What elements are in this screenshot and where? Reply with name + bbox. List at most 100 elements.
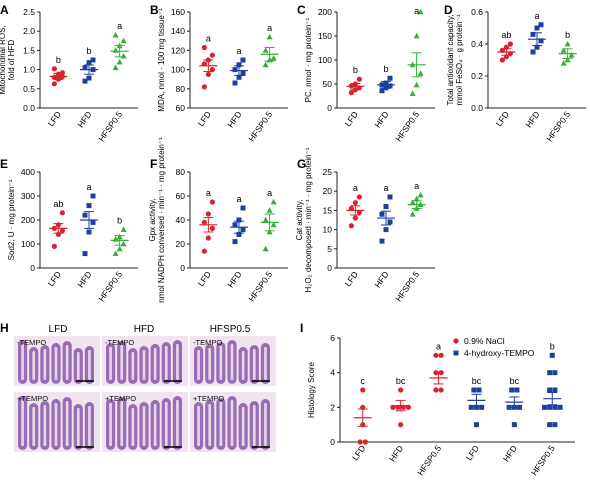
data-point (552, 422, 558, 428)
data-point (59, 70, 65, 76)
data-point (209, 67, 215, 73)
data-point (348, 223, 354, 229)
y-axis-label: Mitochondrial ROS, (0, 25, 7, 94)
villus-core (120, 401, 124, 446)
villus-core (131, 408, 135, 446)
data-point (362, 439, 368, 445)
significance-letter: b (383, 64, 388, 74)
significance-letter: b (550, 341, 555, 351)
villus-core (43, 405, 47, 446)
data-point (438, 387, 444, 393)
villus-core (219, 402, 223, 446)
plot-panel-d: 0.0 0.2 0.4 0.6 Total antioxidant capacity, m… (446, 7, 586, 143)
significance-letter: a (436, 341, 441, 351)
x-tick-label: HFD (225, 269, 243, 289)
data-point (120, 226, 127, 232)
data-point (541, 404, 547, 410)
data-point (266, 228, 273, 235)
significance-letter: a (414, 181, 419, 191)
x-tick-label: HFD (372, 269, 390, 289)
y-tick-label: 0 (330, 437, 335, 447)
x-tick-label: HFD (523, 109, 541, 129)
villus-core (230, 400, 234, 446)
data-point (232, 222, 238, 228)
data-point (409, 90, 416, 96)
histology-col-hfsp: HFSP0.5 (210, 324, 251, 335)
significance-letter: ab (501, 30, 511, 40)
histology-panel: LFD HFD HFSP0.5 -TEMPO -TEMPO -TEMPO +TEMPO… (14, 324, 276, 452)
y-tick-label: 5 (327, 244, 332, 254)
villus-core (76, 352, 80, 380)
x-tick-label: LFD (46, 269, 63, 288)
data-point (205, 71, 211, 77)
villus-core (264, 403, 267, 446)
data-point (356, 209, 362, 215)
data-point (209, 225, 215, 231)
data-point (90, 57, 96, 63)
data-point (348, 90, 354, 96)
data-point (398, 387, 404, 393)
data-point (557, 404, 563, 410)
y-tick-label: 1.5 (23, 45, 35, 55)
data-point (387, 75, 393, 81)
villus-core (219, 346, 223, 380)
data-point (468, 404, 474, 410)
data-point (383, 227, 389, 233)
data-point (534, 25, 540, 31)
data-point (201, 248, 207, 254)
data-point (51, 66, 57, 72)
y-tick-label: 60 (176, 103, 186, 113)
villus-core (32, 407, 36, 446)
villus-core (120, 345, 124, 380)
data-point (209, 199, 215, 205)
y-tick-label: 20 (323, 186, 333, 196)
data-point (82, 65, 88, 71)
y-tick-label: 160 (171, 7, 185, 17)
significance-letter: b (565, 30, 570, 40)
y-tick-label: 20 (176, 239, 186, 249)
x-tick-label: HFD (75, 269, 93, 289)
panel-letter-d: D (444, 3, 453, 17)
data-point (51, 243, 57, 249)
y-tick-label: 0 (327, 263, 332, 273)
micrograph-label: -TEMPO (17, 338, 46, 347)
y-tick-label: 0 (180, 263, 185, 273)
data-point (549, 352, 555, 358)
legend: 0.9% NaCl 4-hydroxy-TEMPO (453, 336, 535, 358)
data-point (547, 404, 553, 410)
y-tick-label: 0.4 (471, 39, 483, 49)
significance-letter: bc (510, 376, 520, 386)
significance-letter: a (236, 194, 241, 204)
data-point (201, 44, 207, 51)
y-tick-label: 4 (330, 368, 335, 378)
x-tick-label: HFSP0.5 (96, 269, 124, 303)
data-point (564, 56, 571, 63)
data-point (240, 57, 246, 63)
data-point (236, 217, 242, 223)
data-point (201, 219, 207, 225)
y-axis-label: Sod2, U · mg protein⁻¹ (7, 179, 16, 260)
data-point (409, 199, 416, 206)
micrograph: +TEMPO (14, 392, 100, 452)
data-point (236, 74, 242, 80)
data-point (112, 250, 119, 256)
data-point (438, 352, 444, 358)
panel-letter-c: C (297, 3, 306, 17)
data-point (387, 194, 393, 200)
panel-letter-i: I (300, 321, 303, 335)
data-point (433, 387, 439, 393)
y-tick-label: 300 (21, 191, 35, 201)
x-tick-label: LFD (464, 443, 481, 462)
data-point (59, 210, 65, 216)
villus-core (252, 349, 256, 380)
villus-core (153, 404, 157, 446)
villus-core (21, 400, 24, 446)
micrograph-label: -TEMPO (105, 338, 134, 347)
villus-core (252, 405, 256, 446)
x-tick-label: LFD (343, 269, 360, 288)
micrograph: +TEMPO (102, 392, 188, 452)
data-point (232, 67, 238, 73)
micrograph-label: -TEMPO (193, 338, 222, 347)
data-point (564, 40, 571, 47)
data-point (201, 84, 207, 90)
